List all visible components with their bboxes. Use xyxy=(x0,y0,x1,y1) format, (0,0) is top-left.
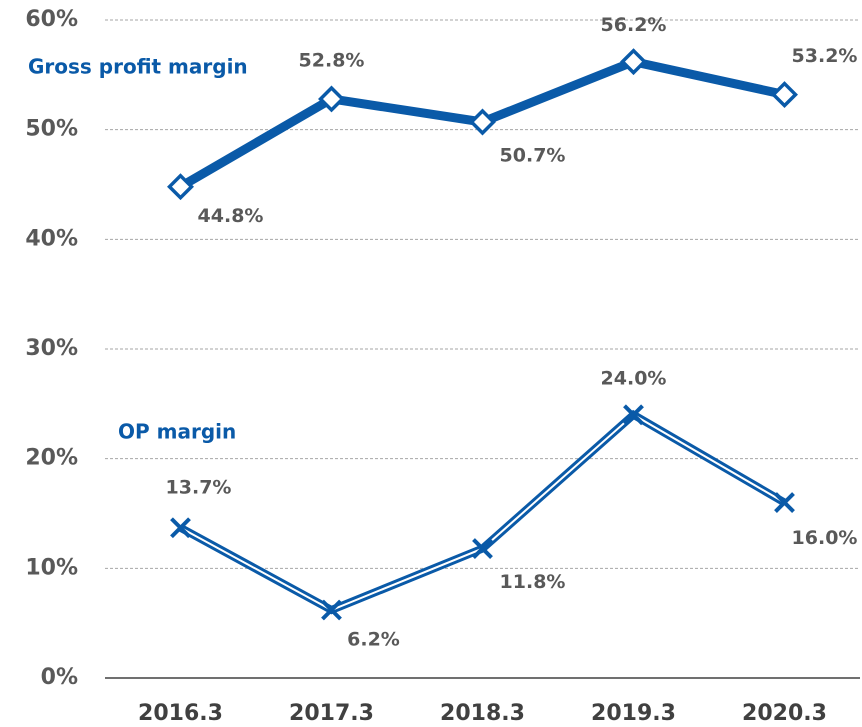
marker xyxy=(469,108,496,136)
series-name: OP margin xyxy=(118,420,236,444)
y-tick-label: 30% xyxy=(25,336,78,361)
value-label: 50.7% xyxy=(500,144,566,166)
y-tick-label: 50% xyxy=(25,117,78,142)
x-tick-label: 2020.3 xyxy=(742,701,827,726)
x-tick-label: 2017.3 xyxy=(289,701,374,726)
marker xyxy=(472,538,493,560)
marker xyxy=(170,517,191,539)
value-label: 6.2% xyxy=(347,629,400,651)
marker xyxy=(321,599,342,621)
marker xyxy=(620,48,647,76)
value-label: 44.8% xyxy=(198,205,264,227)
marker xyxy=(167,173,194,201)
value-label: 52.8% xyxy=(299,49,365,71)
y-tick-label: 20% xyxy=(25,446,78,471)
y-tick-label: 40% xyxy=(25,226,78,251)
y-tick-label: 10% xyxy=(25,555,78,580)
series-line xyxy=(178,409,787,615)
x-tick-label: 2018.3 xyxy=(440,701,525,726)
marker xyxy=(623,404,644,426)
value-label: 24.0% xyxy=(601,367,667,389)
marker xyxy=(771,81,798,109)
value-label: 16.0% xyxy=(792,527,858,549)
x-tick-label: 2016.3 xyxy=(138,701,223,726)
value-label: 53.2% xyxy=(792,45,858,67)
y-tick-label: 0% xyxy=(41,665,78,690)
marker xyxy=(318,85,345,113)
value-label: 56.2% xyxy=(601,14,667,36)
value-label: 13.7% xyxy=(166,476,232,498)
value-label: 11.8% xyxy=(500,571,566,593)
x-tick-label: 2019.3 xyxy=(591,701,676,726)
y-tick-label: 60% xyxy=(25,7,78,32)
marker xyxy=(774,492,795,513)
series-name: Gross profit margin xyxy=(28,55,248,79)
